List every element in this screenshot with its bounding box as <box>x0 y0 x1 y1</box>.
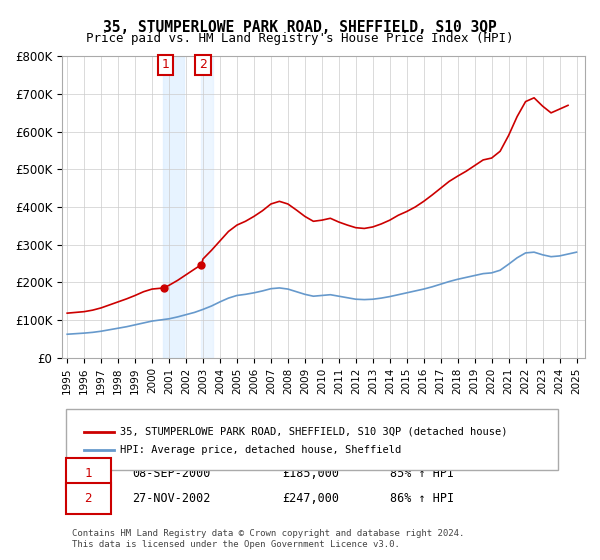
Text: 2: 2 <box>199 58 207 71</box>
Text: 1: 1 <box>85 466 92 480</box>
Text: 85% ↑ HPI: 85% ↑ HPI <box>390 466 454 480</box>
Text: £185,000: £185,000 <box>282 466 339 480</box>
Text: 1: 1 <box>161 58 169 71</box>
Text: HPI: Average price, detached house, Sheffield: HPI: Average price, detached house, Shef… <box>120 445 401 455</box>
Text: 35, STUMPERLOWE PARK ROAD, SHEFFIELD, S10 3QP (detached house): 35, STUMPERLOWE PARK ROAD, SHEFFIELD, S1… <box>120 427 508 437</box>
Bar <box>163 57 184 358</box>
Text: 35, STUMPERLOWE PARK ROAD, SHEFFIELD, S10 3QP: 35, STUMPERLOWE PARK ROAD, SHEFFIELD, S1… <box>103 20 497 35</box>
Text: Contains HM Land Registry data © Crown copyright and database right 2024.
This d: Contains HM Land Registry data © Crown c… <box>72 529 464 549</box>
Text: 2: 2 <box>85 492 92 505</box>
Text: 86% ↑ HPI: 86% ↑ HPI <box>390 492 454 505</box>
Text: 08-SEP-2000: 08-SEP-2000 <box>132 466 211 480</box>
Text: £247,000: £247,000 <box>282 492 339 505</box>
Text: 27-NOV-2002: 27-NOV-2002 <box>132 492 211 505</box>
Text: Price paid vs. HM Land Registry's House Price Index (HPI): Price paid vs. HM Land Registry's House … <box>86 32 514 45</box>
Bar <box>200 57 214 358</box>
